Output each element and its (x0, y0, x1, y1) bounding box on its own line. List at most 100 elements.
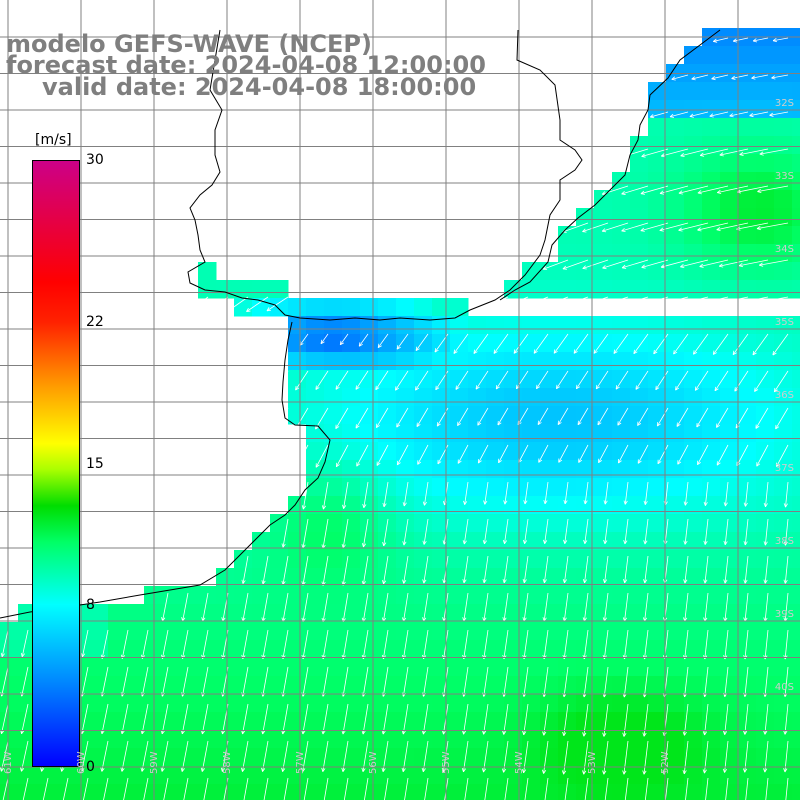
wind-cell (558, 586, 577, 605)
wind-cell (468, 532, 487, 551)
wind-cell (342, 370, 361, 389)
wind-cell (198, 640, 217, 659)
latitude-label: 38S (774, 536, 794, 547)
wind-cell (486, 532, 505, 551)
wind-cell (450, 460, 469, 479)
wind-cell (756, 262, 775, 281)
wind-cell (594, 334, 613, 353)
wind-cell (774, 244, 793, 263)
wind-cell (216, 766, 235, 785)
wind-cell (90, 640, 109, 659)
wind-cell (180, 784, 199, 800)
wind-arrow (772, 333, 789, 356)
wind-cell (450, 532, 469, 551)
wind-cell (288, 496, 307, 515)
wind-cell (306, 640, 325, 659)
wind-cell (288, 712, 307, 731)
wind-arrow (712, 333, 729, 355)
wind-arrow (697, 185, 729, 195)
wind-cell (396, 334, 415, 353)
wind-cell (90, 604, 109, 623)
wind-cell (666, 316, 685, 335)
wind-cell (396, 532, 415, 551)
wind-cell (540, 334, 559, 353)
wind-cell (468, 334, 487, 353)
wind-cell (378, 640, 397, 659)
wind-cell (738, 604, 757, 623)
wind-cell (630, 370, 649, 389)
wind-cell (486, 748, 505, 767)
wind-arrow (484, 296, 509, 308)
wind-cell (756, 424, 775, 443)
wind-cell (486, 712, 505, 731)
wind-cell (90, 730, 109, 749)
wind-cell (468, 514, 487, 533)
wind-cell (450, 316, 469, 335)
wind-cell (702, 568, 721, 587)
wind-cell (288, 334, 307, 353)
wind-cell (108, 658, 127, 677)
wind-arrow (723, 555, 729, 584)
wind-cell (702, 460, 721, 479)
wind-cell (702, 442, 721, 461)
wind-cell (198, 262, 217, 281)
wind-cell (684, 676, 703, 695)
wind-cell (342, 442, 361, 461)
wind-cell (630, 460, 649, 479)
wind-arrow (483, 481, 489, 505)
wind-arrow (653, 333, 669, 355)
wind-cell (504, 388, 523, 407)
wind-arrow (676, 407, 689, 427)
wind-arrow (622, 296, 649, 306)
wind-cell (648, 640, 667, 659)
wind-cell (684, 514, 703, 533)
wind-cell (468, 478, 487, 497)
wind-cell (756, 658, 775, 677)
wind-arrow (689, 111, 709, 118)
wind-cell (540, 406, 559, 425)
wind-arrow (721, 296, 749, 305)
wind-cell (396, 316, 415, 335)
wind-cell (666, 586, 685, 605)
wind-arrow (743, 555, 749, 584)
wind-cell (684, 316, 703, 335)
wind-arrow (697, 444, 709, 466)
wind-cell (576, 748, 595, 767)
wind-cell (144, 586, 163, 605)
wind-cell (558, 424, 577, 443)
wind-cell (414, 568, 433, 587)
wind-cell (324, 568, 343, 587)
wind-arrow (495, 370, 509, 390)
wind-cell (162, 730, 181, 749)
wind-cell (468, 460, 487, 479)
wind-cell (684, 694, 703, 713)
longitude-label: 53W (587, 751, 598, 774)
wind-cell (792, 748, 800, 767)
wind-cell (630, 280, 649, 299)
wind-cell (648, 352, 667, 371)
wind-cell (288, 748, 307, 767)
wind-arrow (773, 370, 789, 393)
wind-cell (684, 262, 703, 281)
wind-cell (720, 334, 739, 353)
wind-cell (648, 370, 667, 389)
wind-cell (792, 730, 800, 749)
wind-cell (738, 406, 757, 425)
wind-cell (252, 586, 271, 605)
wind-cell (342, 334, 361, 353)
wind-arrow (685, 777, 689, 800)
wind-arrow (644, 777, 649, 800)
wind-cell (108, 712, 127, 731)
wind-arrow (415, 333, 429, 351)
wind-cell (684, 586, 703, 605)
wind-cell (720, 100, 739, 119)
wind-cell (234, 712, 253, 731)
wind-arrow (482, 555, 489, 584)
wind-arrow (598, 444, 609, 464)
wind-cell (306, 748, 325, 767)
wind-cell (756, 370, 775, 389)
wind-cell (432, 730, 451, 749)
wind-cell (648, 208, 667, 227)
wind-cell (270, 514, 289, 533)
wind-cell (252, 532, 271, 551)
